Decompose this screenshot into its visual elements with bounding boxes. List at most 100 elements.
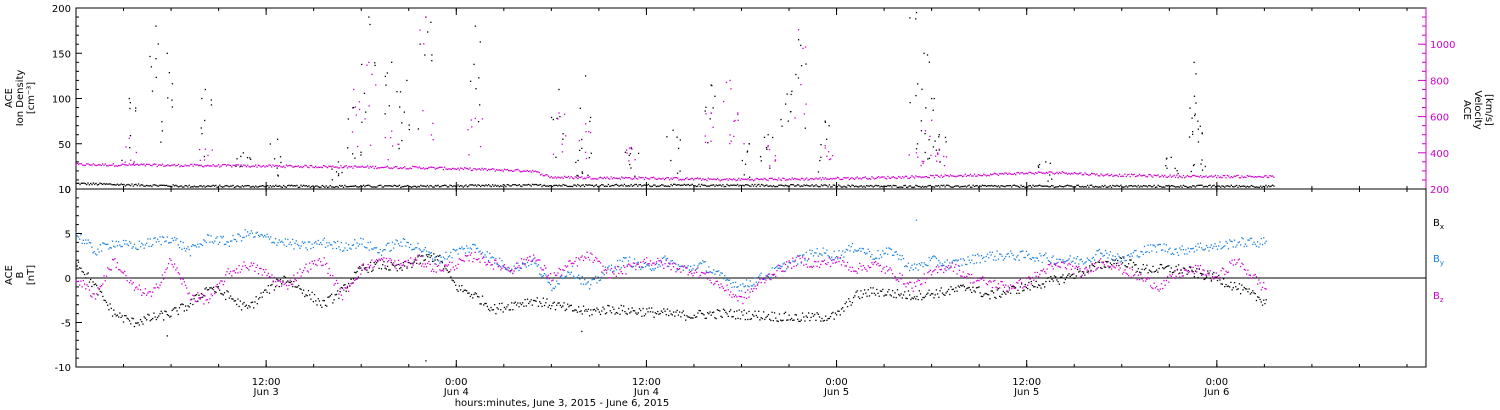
velocity-point — [361, 165, 363, 167]
density-point — [969, 186, 972, 188]
b-bx-point — [947, 288, 950, 291]
density-point — [440, 186, 442, 188]
b-bx-point — [251, 301, 254, 303]
velocity-point — [1265, 174, 1267, 177]
velocity-point — [1149, 174, 1151, 176]
b-bx-point — [777, 320, 779, 323]
b-bz-point — [705, 271, 708, 274]
b-bx-point — [849, 300, 851, 303]
b-bz-point — [192, 294, 194, 296]
b-by-point — [1069, 255, 1071, 257]
velocity-point — [1080, 172, 1082, 174]
velocity-point — [582, 178, 584, 180]
b-by-point — [1237, 241, 1239, 244]
density-point — [820, 156, 822, 158]
b-bx-point — [475, 293, 478, 295]
b-by-point — [490, 257, 492, 259]
velocity-point — [858, 178, 860, 180]
b-bz-point — [873, 261, 875, 264]
b-bx-point — [703, 314, 705, 316]
velocity-point — [465, 167, 467, 169]
b-by-point — [141, 242, 143, 244]
density-point — [889, 184, 892, 187]
velocity-point — [1088, 174, 1090, 177]
b-bz-point — [822, 260, 824, 263]
density-point — [1195, 73, 1197, 75]
b-by-point — [216, 236, 218, 238]
b-by-point — [399, 245, 401, 247]
velocity-point — [651, 177, 654, 179]
b-bx-point — [799, 320, 801, 323]
b-bx-point — [149, 320, 151, 322]
density-point — [368, 16, 370, 18]
b-bx-point — [1124, 264, 1126, 267]
density-point — [789, 111, 792, 113]
b-by-point — [315, 241, 317, 243]
b-bz-point — [105, 275, 108, 277]
velocity-point — [808, 179, 811, 181]
b-bx-point — [457, 290, 459, 292]
b-bz-point — [265, 268, 267, 271]
b-bx-point — [1136, 270, 1138, 273]
b-by-point — [97, 248, 99, 250]
b-bz-point — [850, 270, 852, 273]
velocity-point — [855, 177, 857, 179]
b-bx-point — [989, 298, 991, 300]
b-bz-point — [936, 271, 939, 274]
b-bz-point — [661, 264, 664, 266]
b-bz-point — [249, 265, 251, 268]
velocity-point — [436, 167, 438, 170]
velocity-point — [346, 167, 349, 169]
b-by-point — [211, 241, 213, 243]
density-point — [1221, 185, 1223, 187]
b-by-point — [675, 263, 677, 265]
b-bz-point — [884, 272, 886, 274]
density-point — [1201, 132, 1203, 134]
b-by-point — [759, 274, 761, 276]
b-bx-point — [590, 309, 592, 311]
b-bx-point — [341, 287, 344, 289]
b-bx-point — [647, 311, 649, 313]
b-by-point — [739, 284, 742, 286]
density-point — [108, 183, 110, 185]
b-bx-point — [421, 255, 423, 257]
density-point — [690, 184, 692, 186]
density-point — [421, 185, 423, 187]
velocity-point — [884, 177, 886, 179]
b-bx-point — [807, 312, 810, 314]
b-by-point — [500, 266, 502, 268]
b-by-point — [868, 250, 871, 253]
b-by-point — [298, 245, 300, 247]
density-point — [357, 186, 359, 188]
b-bz-point — [177, 272, 179, 274]
b-by-point — [239, 235, 241, 237]
velocity-point — [1246, 175, 1248, 177]
velocity-point — [163, 165, 165, 167]
b-by-point — [1213, 245, 1215, 248]
b-bx-point — [260, 292, 262, 294]
b-bz-point — [563, 269, 565, 272]
b-by-point — [517, 262, 519, 264]
b-by-point — [1045, 252, 1047, 254]
velocity-point — [840, 178, 843, 181]
b-bx-point — [855, 291, 857, 293]
b-bx-point — [1138, 271, 1141, 273]
density-point — [1104, 184, 1106, 187]
density-point — [563, 184, 566, 186]
b-bz-point — [507, 266, 509, 269]
velocity-point — [204, 148, 206, 150]
b-bx-point — [1095, 261, 1097, 264]
b-bx-point — [277, 280, 279, 282]
b-bx-point — [862, 293, 865, 295]
density-point — [1060, 185, 1062, 188]
velocity-point — [256, 166, 258, 168]
velocity-point — [871, 176, 873, 178]
density-point — [577, 183, 579, 186]
b-bx-point — [262, 291, 265, 293]
b-bx-point — [1135, 264, 1137, 266]
b-bx-point — [1239, 293, 1242, 295]
b-bx-point — [1104, 266, 1107, 268]
velocity-point — [1053, 173, 1055, 175]
b-bz-point — [430, 270, 433, 272]
b-by-point — [1020, 250, 1023, 253]
